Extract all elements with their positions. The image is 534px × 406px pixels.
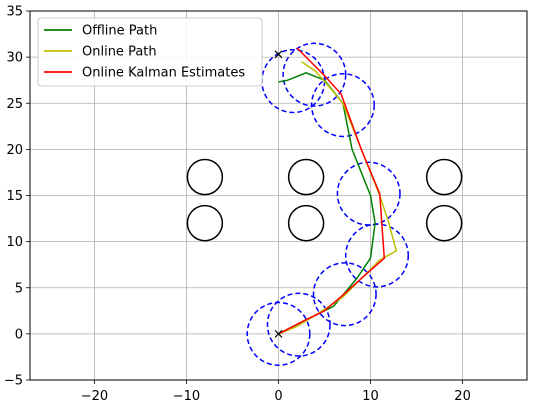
uncertainty-circle <box>336 161 401 226</box>
obstacle-circle <box>425 158 463 196</box>
ticks: −20 −10 0 10 20 −5 0 5 10 15 20 25 30 35 <box>4 5 471 405</box>
y-tick-label: 20 <box>6 143 23 158</box>
series-line-2 <box>278 47 386 335</box>
x-markers <box>274 50 283 338</box>
series-lines <box>278 47 398 335</box>
x-tick-label: 10 <box>362 389 379 404</box>
x-tick-label: −10 <box>173 389 200 404</box>
y-tick-label: 35 <box>6 5 23 20</box>
legend-label: Offline Path <box>82 24 157 39</box>
x-tick-label: 20 <box>454 389 471 404</box>
uncertainty-circle <box>312 262 377 327</box>
legend: Offline Path Online Path Online Kalman Est… <box>37 17 263 87</box>
obstacle-circle <box>287 204 325 242</box>
uncertainty-circle <box>282 42 347 107</box>
uncertainty-circle <box>266 292 331 357</box>
y-tick-label: 10 <box>6 235 23 250</box>
legend-box <box>37 17 263 87</box>
y-tick-label: −5 <box>4 374 23 389</box>
x-marker <box>274 329 283 338</box>
obstacle-circle <box>425 204 463 242</box>
uncertainty-circle <box>310 72 375 138</box>
x-tick-label: −20 <box>81 389 108 404</box>
obstacle-circle <box>287 158 325 196</box>
x-tick-label: 0 <box>274 389 282 404</box>
y-tick-label: 5 <box>15 281 23 296</box>
y-tick-label: 15 <box>6 189 23 204</box>
obstacle-circle <box>186 158 224 196</box>
legend-label: Online Kalman Estimates <box>82 66 245 81</box>
y-tick-label: 30 <box>6 51 23 66</box>
obstacle-circle <box>186 204 224 242</box>
x-marker <box>274 50 283 59</box>
y-tick-label: 0 <box>15 327 23 342</box>
legend-label: Online Path <box>82 45 157 60</box>
solid-circles <box>186 158 463 242</box>
uncertainty-circle <box>246 301 311 366</box>
y-tick-label: 25 <box>6 97 23 112</box>
dashed-circles <box>246 42 410 366</box>
